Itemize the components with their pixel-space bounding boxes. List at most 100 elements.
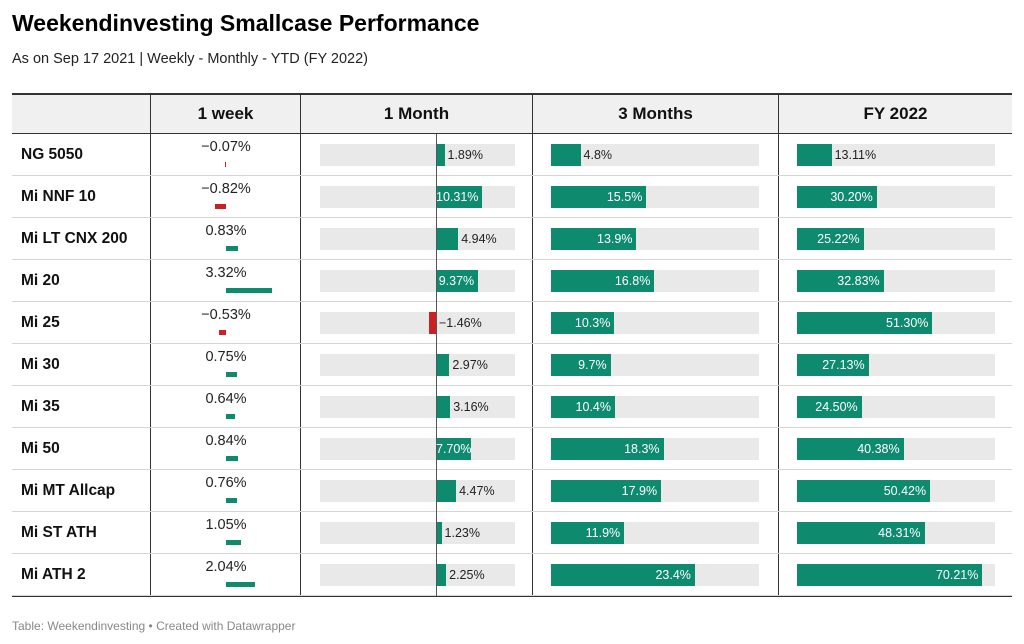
month-cell: 2.25% — [301, 554, 533, 596]
month-value: 9.37% — [438, 274, 475, 288]
month-zero-axis — [436, 260, 437, 302]
row-name: Mi ATH 2 — [12, 554, 151, 595]
three-month-cell: 9.7% — [533, 344, 779, 385]
three-month-value: 15.5% — [606, 190, 643, 204]
fy-cell: 70.21% — [779, 554, 1012, 595]
fy-bar — [797, 186, 877, 208]
month-cell: 7.70% — [301, 428, 533, 470]
fy-value: 25.22% — [817, 232, 860, 246]
month-track — [320, 228, 515, 250]
fy-cell: 48.31% — [779, 512, 1012, 553]
week-bar — [226, 414, 235, 419]
three-month-bar — [551, 354, 611, 376]
row-name: Mi 35 — [12, 386, 151, 427]
header-1-month[interactable]: 1 Month — [301, 95, 533, 133]
three-month-value: 13.9% — [597, 232, 633, 246]
month-cell: 9.37% — [301, 260, 533, 302]
three-month-cell: 10.3% — [533, 302, 779, 343]
header-1-week[interactable]: 1 week — [151, 95, 301, 133]
month-zero-axis — [436, 344, 437, 386]
month-zero-axis — [436, 386, 437, 428]
header-name[interactable] — [12, 95, 151, 133]
week-value: 0.84% — [205, 433, 247, 449]
fy-track — [797, 144, 995, 166]
month-bar — [436, 270, 479, 292]
fy-value: 32.83% — [837, 274, 880, 288]
fy-value: 24.50% — [815, 400, 858, 414]
month-track — [320, 438, 515, 460]
fy-cell: 51.30% — [779, 302, 1012, 343]
three-month-value: 4.8% — [583, 148, 613, 162]
week-cell: 1.05% — [151, 512, 301, 553]
table-row: Mi NNF 10 −0.82% 10.31% 15.5% 30.20% — [12, 176, 1012, 218]
month-bar — [429, 312, 436, 334]
month-zero-axis — [436, 428, 437, 470]
fy-cell: 24.50% — [779, 386, 1012, 427]
month-bar — [436, 228, 459, 250]
header-fy-2022[interactable]: FY 2022 — [863, 104, 928, 123]
fy-cell: 13.11% — [779, 134, 1012, 175]
three-month-value: 17.9% — [621, 484, 658, 498]
header-3-months[interactable]: 3 Months — [533, 95, 779, 133]
month-track — [320, 186, 515, 208]
table-row: Mi 20 3.32% 9.37% 16.8% 32.83% — [12, 260, 1012, 302]
row-name: Mi 30 — [12, 344, 151, 385]
fy-cell: 30.20% — [779, 176, 1012, 217]
month-bar — [436, 186, 483, 208]
three-month-value: 10.4% — [575, 400, 611, 414]
month-value: 3.16% — [453, 400, 489, 414]
three-month-bar — [551, 144, 581, 166]
month-value: 1.23% — [444, 526, 480, 540]
row-name: Mi MT Allcap — [12, 470, 151, 511]
week-value: 2.04% — [205, 559, 247, 575]
month-bar — [436, 522, 442, 544]
three-month-cell: 17.9% — [533, 470, 779, 511]
fy-value: 30.20% — [830, 190, 873, 204]
month-bar — [436, 354, 450, 376]
month-track — [320, 354, 515, 376]
table-row: Mi ST ATH 1.05% 1.23% 11.9% 48.31% — [12, 512, 1012, 554]
week-value: 0.83% — [205, 223, 247, 239]
month-value: 4.47% — [459, 484, 495, 498]
fy-bar — [797, 522, 925, 544]
month-bar — [436, 396, 451, 418]
three-month-value: 10.3% — [574, 316, 611, 330]
row-name: Mi 25 — [12, 302, 151, 343]
week-value: −0.82% — [201, 181, 251, 197]
three-month-value: 9.7% — [578, 358, 607, 372]
month-value: 1.89% — [447, 148, 483, 162]
month-track — [320, 312, 515, 334]
week-bar — [226, 540, 241, 545]
month-cell: 4.47% — [301, 470, 533, 512]
three-month-bar — [551, 312, 615, 334]
month-bar — [436, 564, 447, 586]
three-month-bar — [551, 438, 664, 460]
month-cell: 2.97% — [301, 344, 533, 386]
month-value: 2.25% — [449, 568, 485, 582]
three-month-value: 23.4% — [655, 568, 691, 582]
fy-value: 27.13% — [822, 358, 865, 372]
fy-value: 13.11% — [834, 148, 877, 162]
three-month-bar — [551, 522, 625, 544]
week-value: −0.53% — [201, 307, 251, 323]
month-track — [320, 564, 515, 586]
month-zero-axis — [436, 218, 437, 260]
three-month-bar — [551, 480, 662, 502]
table-row: Mi 30 0.75% 2.97% 9.7% 27.13% — [12, 344, 1012, 386]
row-name: Mi 20 — [12, 260, 151, 301]
month-zero-axis — [436, 134, 437, 176]
week-cell: 0.75% — [151, 344, 301, 385]
table-row: Mi MT Allcap 0.76% 4.47% 17.9% 50.42% — [12, 470, 1012, 512]
month-cell: 4.94% — [301, 218, 533, 260]
week-bar — [226, 288, 273, 293]
fy-bar — [797, 228, 864, 250]
month-track — [320, 396, 515, 418]
table-row: Mi LT CNX 200 0.83% 4.94% 13.9% 25.22% — [12, 218, 1012, 260]
month-cell: 10.31% — [301, 176, 533, 218]
fy-bar — [797, 438, 904, 460]
fy-bar — [797, 480, 931, 502]
month-cell: 1.23% — [301, 512, 533, 554]
three-month-bar — [551, 270, 655, 292]
three-month-cell: 18.3% — [533, 428, 779, 469]
week-cell: 0.84% — [151, 428, 301, 469]
